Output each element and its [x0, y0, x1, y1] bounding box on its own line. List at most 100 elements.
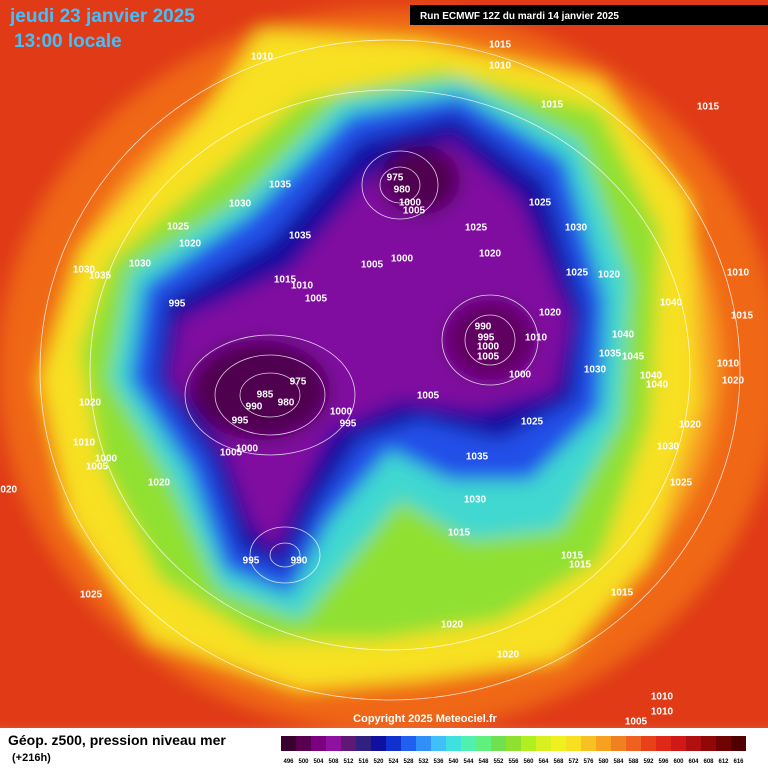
isobar-label: 1020 [441, 620, 464, 631]
isobar-label: 995 [340, 419, 357, 430]
isobar-label: 1035 [289, 231, 312, 242]
legend-tick: 612 [718, 759, 729, 765]
isobar-label: 1015 [561, 551, 584, 562]
footer-lead: (+216h) [12, 752, 51, 764]
isobar-label: 1040 [646, 380, 669, 391]
legend-tick: 512 [343, 759, 354, 765]
isobar-label: 1025 [521, 417, 544, 428]
isobar-label: 1005 [403, 206, 426, 217]
legend-tick: 500 [298, 759, 309, 765]
isobar-label: 1010 [717, 359, 740, 370]
legend-swatch [536, 736, 551, 751]
isobar-label: 1030 [73, 265, 96, 276]
isobar-label: 1010 [651, 707, 674, 718]
legend-swatch [416, 736, 431, 751]
isobar-label: 1010 [525, 333, 548, 344]
isobar-label: 1010 [73, 438, 96, 449]
legend-swatch [491, 736, 506, 751]
isobars [39, 39, 741, 701]
legend-swatch [371, 736, 386, 751]
legend-tick: 516 [358, 759, 369, 765]
isobar-label: 1020 [539, 308, 562, 319]
legend-tick: 496 [283, 759, 294, 765]
legend-tick: 600 [673, 759, 684, 765]
legend-swatch [446, 736, 461, 751]
isobar-label: 1000 [330, 407, 353, 418]
isobar-label: 1015 [569, 560, 592, 571]
legend-swatch [506, 736, 521, 751]
legend-swatch [671, 736, 686, 751]
isobar-label: 995 [478, 333, 495, 344]
isobar-label: 1025 [80, 590, 103, 601]
isobar-label: 1000 [477, 342, 500, 353]
isobar-label: 1010 [251, 52, 274, 63]
legend-tick: 616 [733, 759, 744, 765]
legend-swatch [731, 736, 746, 751]
legend-swatch [401, 736, 416, 751]
isobar-label: 1005 [220, 448, 243, 459]
isobar-label: 1020 [179, 239, 202, 250]
isobar-label: 1020 [679, 420, 702, 431]
isobar-label: 1015 [274, 275, 297, 286]
legend-tick: 508 [328, 759, 339, 765]
legend-tick: 504 [313, 759, 324, 765]
isobar-label: 1045 [622, 352, 645, 363]
isobar-label: 975 [290, 377, 307, 388]
legend-swatch [326, 736, 341, 751]
isobar-label: 995 [243, 556, 260, 567]
legend-swatch [296, 736, 311, 751]
legend-swatch [596, 736, 611, 751]
legend-swatch [566, 736, 581, 751]
isobar-label: 1020 [479, 249, 502, 260]
isobar-label: 1035 [466, 452, 489, 463]
isobar-label: 1000 [509, 370, 532, 381]
legend-swatch [716, 736, 731, 751]
isobar-label: 1015 [489, 40, 512, 51]
legend-tick: 536 [433, 759, 444, 765]
isobar-label: 1010 [727, 268, 750, 279]
legend-swatch [701, 736, 716, 751]
isobar-label: 1005 [86, 462, 109, 473]
isobar-label: 1005 [477, 352, 500, 363]
legend-swatch [656, 736, 671, 751]
legend-swatch [641, 736, 656, 751]
legend-swatch [431, 736, 446, 751]
legend-tick: 592 [643, 759, 654, 765]
time: 13:00 locale [14, 31, 122, 52]
isobar-label: 1010 [489, 61, 512, 72]
legend-swatch [341, 736, 356, 751]
isobar-label: 1005 [625, 717, 648, 728]
legend-tick: 532 [418, 759, 429, 765]
isobar-label: 1000 [399, 198, 422, 209]
isobar-label: 975 [387, 173, 404, 184]
legend-tick: 584 [613, 759, 624, 765]
legend-swatch [521, 736, 536, 751]
isobar-label: 1020 [148, 478, 171, 489]
legend-tick: 540 [448, 759, 459, 765]
legend-tick: 520 [373, 759, 384, 765]
legend-swatch [611, 736, 626, 751]
legend-tick: 596 [658, 759, 669, 765]
isobar-label: 1025 [465, 223, 488, 234]
isobar-label: 1025 [670, 478, 693, 489]
legend-tick: 544 [463, 759, 474, 765]
isobar-label: 1025 [529, 198, 552, 209]
isobar-label: 1015 [448, 528, 471, 539]
isobar-label: 995 [169, 299, 186, 310]
field [0, 0, 768, 740]
isobar-label: 990 [475, 322, 492, 333]
isobar-label: 1030 [584, 365, 607, 376]
isobar-label: 1040 [640, 371, 663, 382]
run: Run ECMWF 12Z du mardi 14 janvier 2025 [420, 11, 619, 22]
isobar-label: 1020 [497, 650, 520, 661]
isobar-label: 990 [291, 556, 308, 567]
isobar-label: 1000 [236, 444, 259, 455]
legend-swatch [581, 736, 596, 751]
legend-swatch [626, 736, 641, 751]
legend-swatch [686, 736, 701, 751]
isobar-label: 1020 [598, 270, 621, 281]
isobar-label: 1015 [697, 102, 720, 113]
isobar-label: 1000 [391, 254, 414, 265]
isobar-label: 980 [278, 398, 295, 409]
